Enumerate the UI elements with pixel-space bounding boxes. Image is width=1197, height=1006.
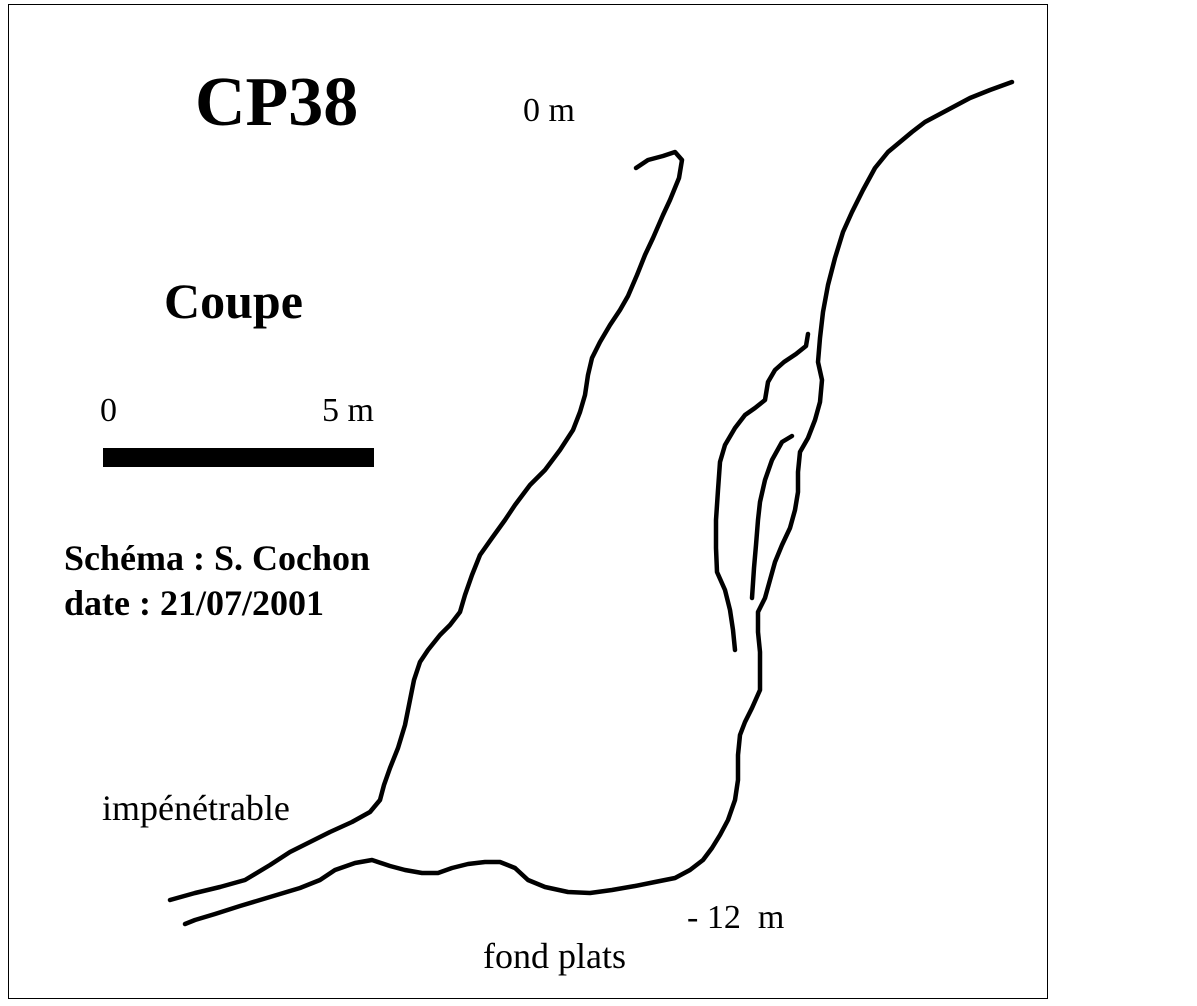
credit-block: Schéma : S. Cochon date : 21/07/2001 xyxy=(64,536,370,626)
inner-passage-outer xyxy=(713,331,811,653)
credit-author: Schéma : S. Cochon xyxy=(64,538,371,578)
inner-passage-inner xyxy=(749,433,795,601)
scale-bar xyxy=(103,448,374,467)
left-wall-outline xyxy=(167,149,685,903)
scale-start-label: 0 xyxy=(100,392,117,429)
depth-label-top: 0 m xyxy=(523,92,575,129)
scale-end-label: 5 m xyxy=(322,392,374,429)
diagram-title: CP38 xyxy=(195,64,359,141)
credit-date: date : 21/07/2001 xyxy=(64,583,324,623)
diagram-subtitle: Coupe xyxy=(164,273,303,329)
annotation-bottom: fond plats xyxy=(483,936,626,976)
right-wall-outline xyxy=(182,79,1015,927)
depth-label-bottom: - 12 m xyxy=(687,899,785,936)
annotation-impenetrable: impénétrable xyxy=(102,788,290,828)
